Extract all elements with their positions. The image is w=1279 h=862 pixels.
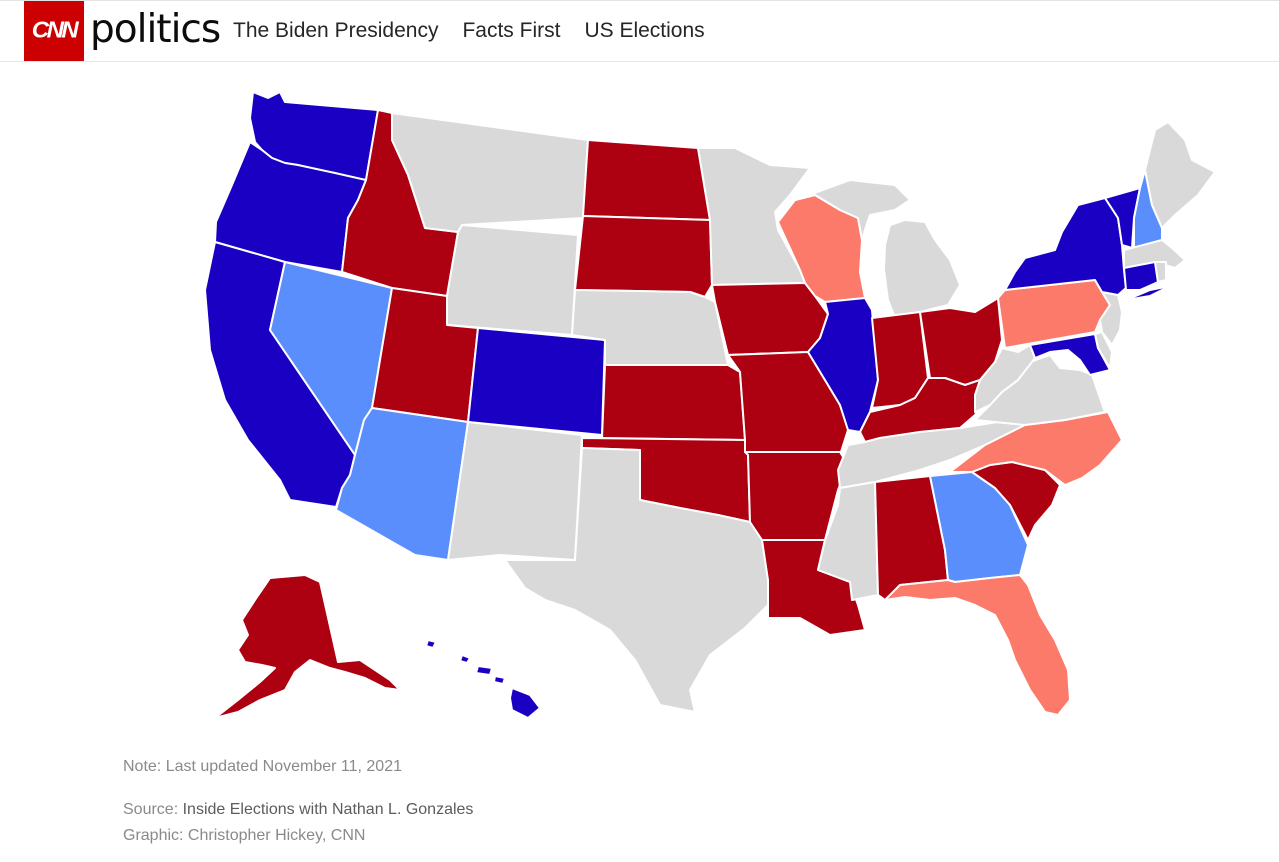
cnn-logo-text: CNN	[31, 17, 79, 44]
state-KS[interactable]	[601, 364, 746, 441]
state-WY[interactable]	[446, 224, 579, 336]
state-CT[interactable]	[1123, 261, 1159, 291]
state-ND[interactable]	[582, 139, 711, 221]
state-IL[interactable]	[807, 297, 879, 433]
cnn-logo[interactable]: CNN	[24, 1, 84, 61]
nav-item-biden-presidency[interactable]: The Biden Presidency	[233, 19, 439, 42]
us-election-map	[204, 91, 1216, 719]
state-CO[interactable]	[467, 327, 606, 436]
state-HI[interactable]	[425, 639, 541, 719]
state-NM[interactable]	[447, 421, 583, 561]
state-ME[interactable]	[1144, 121, 1216, 229]
main-nav: The Biden Presidency Facts First US Elec…	[233, 19, 705, 43]
graphic-credit: Graphic: Christopher Hickey, CNN	[123, 827, 366, 844]
state-SD[interactable]	[574, 215, 713, 298]
nav-item-facts-first[interactable]: Facts First	[462, 19, 561, 42]
source-credit: Source: Inside Elections with Nathan L. …	[123, 801, 473, 819]
source-label: Source:	[123, 801, 183, 818]
state-DE[interactable]	[1094, 331, 1113, 369]
site-header: CNN politics The Biden Presidency Facts …	[0, 0, 1279, 62]
section-title[interactable]: politics	[90, 7, 221, 52]
state-AK[interactable]	[214, 574, 401, 719]
section-title-text: politics	[90, 7, 221, 52]
state-FL[interactable]	[884, 574, 1071, 716]
state-RI[interactable]	[1154, 261, 1167, 283]
source-link[interactable]: Inside Elections with Nathan L. Gonzales	[182, 801, 474, 818]
update-note: Note: Last updated November 11, 2021	[123, 758, 402, 775]
state-NJ[interactable]	[1099, 291, 1123, 346]
state-WV[interactable]	[974, 344, 1036, 413]
state-TX[interactable]	[504, 447, 769, 713]
state-IA[interactable]	[711, 282, 829, 356]
state-MT[interactable]	[391, 112, 589, 233]
state-MN[interactable]	[697, 147, 811, 286]
state-MI[interactable]	[794, 179, 961, 319]
nav-item-us-elections[interactable]: US Elections	[584, 19, 705, 42]
